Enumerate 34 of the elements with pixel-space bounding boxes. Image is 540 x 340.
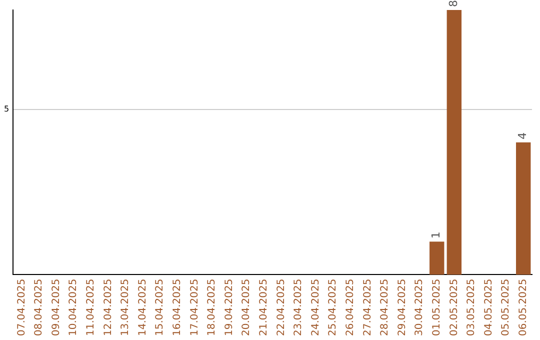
x-tick-label: 09.04.2025 bbox=[50, 278, 62, 336]
x-tick-label: 10.04.2025 bbox=[68, 278, 80, 336]
x-tick-label: 06.05.2025 bbox=[518, 278, 529, 336]
x-tick-label: 29.04.2025 bbox=[396, 278, 408, 336]
data-label: 8 bbox=[447, 0, 460, 7]
x-tick-label: 30.04.2025 bbox=[414, 278, 426, 336]
x-tick-label: 11.04.2025 bbox=[86, 278, 97, 336]
data-label: 4 bbox=[516, 132, 530, 140]
x-tick-label: 17.04.2025 bbox=[189, 278, 200, 336]
x-tick-label: 20.04.2025 bbox=[241, 278, 252, 336]
x-tick-label: 13.04.2025 bbox=[120, 278, 132, 336]
x-tick-label: 19.04.2025 bbox=[224, 278, 235, 336]
x-tick-label: 24.04.2025 bbox=[310, 278, 322, 336]
x-tick-label: 21.04.2025 bbox=[258, 278, 270, 336]
x-tick-label: 25.04.2025 bbox=[328, 278, 339, 336]
x-tick-label: 27.04.2025 bbox=[362, 278, 374, 336]
x-tick-label: 07.04.2025 bbox=[16, 278, 28, 336]
data-label: 1 bbox=[430, 232, 443, 239]
x-tick-label: 18.04.2025 bbox=[206, 278, 218, 336]
x-tick-label: 15.04.2025 bbox=[154, 278, 166, 336]
x-tick-label: 04.05.2025 bbox=[483, 278, 494, 336]
x-tick-label: 22.04.2025 bbox=[276, 278, 287, 336]
x-tick-label: 26.04.2025 bbox=[344, 278, 356, 336]
x-tick-label: 01.05.2025 bbox=[431, 278, 442, 336]
x-tick-label: 03.05.2025 bbox=[466, 278, 478, 336]
x-tick-label: 28.04.2025 bbox=[380, 278, 391, 336]
x-tick-label: 16.04.2025 bbox=[172, 278, 184, 336]
x-tick-label: 14.04.2025 bbox=[137, 278, 148, 336]
x-tick-label: 12.04.2025 bbox=[102, 278, 114, 336]
x-tick-label: 05.05.2025 bbox=[500, 278, 512, 336]
y-tick-label: 5 bbox=[4, 104, 10, 114]
x-tick-label: 02.05.2025 bbox=[448, 278, 460, 336]
x-tick-label: 23.04.2025 bbox=[293, 278, 304, 336]
x-tick-label: 08.04.2025 bbox=[34, 278, 45, 336]
